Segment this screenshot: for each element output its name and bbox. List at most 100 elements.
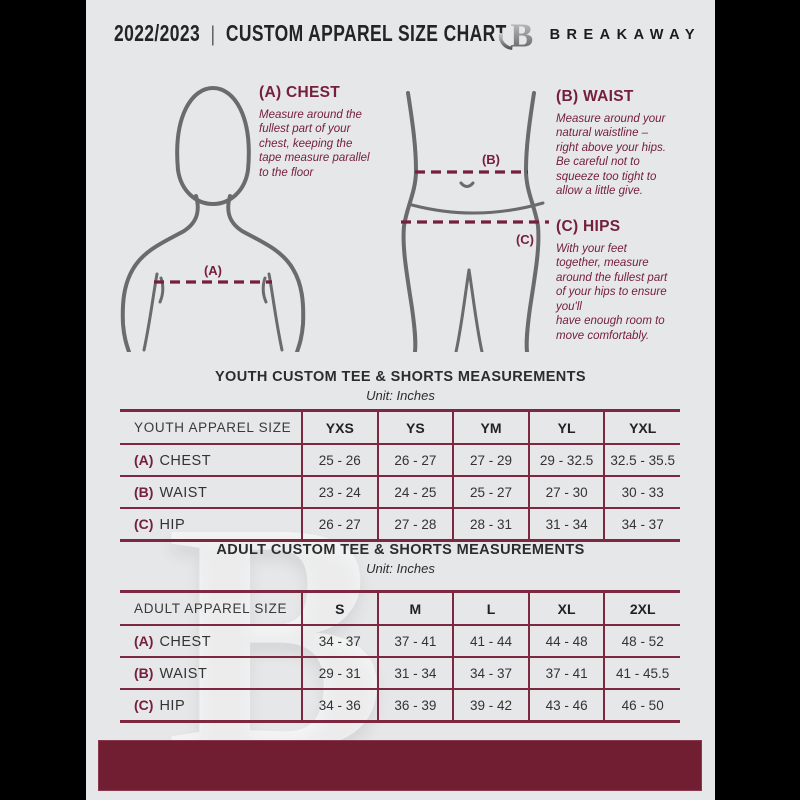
value-cell: 27 - 29 <box>452 443 529 476</box>
row-tag: (B) <box>134 664 154 681</box>
hips-guide: (C) HIPS With your feet together, measur… <box>556 218 706 343</box>
size-header-cell: M <box>376 591 454 625</box>
season-label: 2022/2023 <box>114 20 201 46</box>
value-cell: 43 - 46 <box>527 688 605 722</box>
chest-heading: (A) CHEST <box>259 84 341 101</box>
value-cell: 34 - 37 <box>301 624 378 657</box>
value-cell: 29 - 31 <box>301 656 378 689</box>
adult-chest-row: (A) CHEST 34 - 37 37 - 41 41 - 44 44 - 48… <box>120 624 680 657</box>
value-cell: 27 - 28 <box>376 507 454 541</box>
value-cell: 44 - 48 <box>527 624 605 657</box>
row-label-cell: (C) HIP <box>120 688 302 722</box>
value-cell: 28 - 31 <box>452 507 529 541</box>
row-label: CHEST <box>159 452 212 469</box>
youth-chest-row: (A) CHEST 25 - 26 26 - 27 27 - 29 29 - 32… <box>120 443 680 476</box>
youth-table-title: YOUTH CUSTOM TEE & SHORTS MEASUREMENTS <box>214 369 586 385</box>
page-title: CUSTOM APPAREL SIZE CHART <box>225 20 507 46</box>
size-chart-page: 2022/2023 | CUSTOM APPAREL SIZE CHART B … <box>86 0 715 800</box>
waist-tag-label: (B) <box>482 152 500 167</box>
brand-lockup: B BREAKAWAY <box>497 15 695 55</box>
upper-body-figure: (A) <box>120 85 306 352</box>
value-cell: 41 - 44 <box>452 624 529 657</box>
size-header-cell: S <box>301 591 378 625</box>
hips-description: With your feet together, measure around … <box>556 243 668 342</box>
lower-body-figure: (B) (C) <box>401 91 549 352</box>
row-tag: (A) <box>134 451 154 468</box>
row-tag: (C) <box>134 696 154 713</box>
chest-description: Measure around the fullest part of your … <box>259 109 370 179</box>
value-cell: 34 - 37 <box>452 656 529 689</box>
row-label-cell: (A) CHEST <box>120 624 302 657</box>
logo-letter: B <box>510 16 533 54</box>
size-header-cell: L <box>452 591 529 625</box>
value-cell: 31 - 34 <box>527 507 605 541</box>
value-cell: 26 - 27 <box>376 443 454 476</box>
adult-table-title: ADULT CUSTOM TEE & SHORTS MEASUREMENTS <box>216 542 585 558</box>
row-label: HIP <box>159 516 186 533</box>
row-label-cell: (B) WAIST <box>120 475 302 508</box>
brand-name: BREAKAWAY <box>549 27 701 43</box>
waist-description: Measure around your natural waistline – … <box>556 113 666 198</box>
youth-table-unit: Unit: Inches <box>366 388 435 403</box>
value-cell: 32.5 - 35.5 <box>603 443 680 476</box>
size-header-cell: YXL <box>603 410 680 444</box>
size-header-cell: XL <box>527 591 605 625</box>
row-label-cell: (B) WAIST <box>120 656 302 689</box>
hips-heading: (C) HIPS <box>556 218 621 235</box>
row-tag: (A) <box>134 632 154 649</box>
youth-header-row: YOUTH APPAREL SIZE YXS YS YM YL YXL <box>120 410 680 444</box>
value-cell: 24 - 25 <box>376 475 454 508</box>
breakaway-b-logo-icon: B <box>498 16 533 54</box>
youth-waist-row: (B) WAIST 23 - 24 24 - 25 25 - 27 27 - 30… <box>120 475 680 508</box>
youth-size-table: YOUTH APPAREL SIZE YXS YS YM YL YXL (A) C… <box>120 409 680 542</box>
waist-heading: (B) WAIST <box>556 88 634 105</box>
row-tag: (C) <box>134 515 154 532</box>
youth-size-column-header: YOUTH APPAREL SIZE <box>134 420 292 435</box>
row-label-cell: (C) HIP <box>120 507 302 541</box>
value-cell: 37 - 41 <box>376 624 454 657</box>
adult-size-table: ADULT APPAREL SIZE S M L XL 2XL (A) CHEST… <box>120 590 680 723</box>
chest-tag-label: (A) <box>204 263 222 278</box>
size-header-cell: YM <box>452 410 529 444</box>
value-cell: 46 - 50 <box>603 688 680 722</box>
adult-size-column-header: ADULT APPAREL SIZE <box>134 601 288 616</box>
value-cell: 41 - 45.5 <box>603 656 680 689</box>
value-cell: 31 - 34 <box>376 656 454 689</box>
adult-table-unit: Unit: Inches <box>366 561 435 576</box>
adult-hip-row: (C) HIP 34 - 36 36 - 39 39 - 42 43 - 46 4… <box>120 688 680 722</box>
value-cell: 25 - 27 <box>452 475 529 508</box>
youth-table-title-block: YOUTH CUSTOM TEE & SHORTS MEASUREMENTS U… <box>86 369 715 403</box>
row-tag: (B) <box>134 483 154 500</box>
hips-tag-label: (C) <box>516 232 534 247</box>
adult-header-row: ADULT APPAREL SIZE S M L XL 2XL <box>120 591 680 625</box>
row-label: HIP <box>159 697 186 714</box>
divider-bar: | <box>210 23 216 46</box>
size-header-cell: YL <box>527 410 605 444</box>
value-cell: 26 - 27 <box>301 507 378 541</box>
chest-guide: (A) CHEST Measure around the fullest par… <box>259 84 401 180</box>
value-cell: 48 - 52 <box>603 624 680 657</box>
value-cell: 23 - 24 <box>301 475 378 508</box>
value-cell: 34 - 36 <box>301 688 378 722</box>
value-cell: 34 - 37 <box>603 507 680 541</box>
adult-table-title-block: ADULT CUSTOM TEE & SHORTS MEASUREMENTS U… <box>86 542 715 576</box>
youth-hip-row: (C) HIP 26 - 27 27 - 28 28 - 31 31 - 34 3… <box>120 507 680 541</box>
value-cell: 29 - 32.5 <box>527 443 605 476</box>
value-cell: 25 - 26 <box>301 443 378 476</box>
row-label: WAIST <box>159 484 208 501</box>
row-label: WAIST <box>159 665 208 682</box>
value-cell: 30 - 33 <box>603 475 680 508</box>
adult-waist-row: (B) WAIST 29 - 31 31 - 34 34 - 37 37 - 41… <box>120 656 680 689</box>
masthead: 2022/2023 | CUSTOM APPAREL SIZE CHART <box>114 20 507 47</box>
size-header-cell: YXS <box>301 410 378 444</box>
row-label-cell: (A) CHEST <box>120 443 302 476</box>
value-cell: 37 - 41 <box>527 656 605 689</box>
value-cell: 27 - 30 <box>527 475 605 508</box>
row-label: CHEST <box>159 633 212 650</box>
footer-accent-bar <box>98 740 702 791</box>
size-header-cell: 2XL <box>603 591 680 625</box>
value-cell: 39 - 42 <box>452 688 529 722</box>
size-header-cell: YS <box>376 410 454 444</box>
value-cell: 36 - 39 <box>376 688 454 722</box>
